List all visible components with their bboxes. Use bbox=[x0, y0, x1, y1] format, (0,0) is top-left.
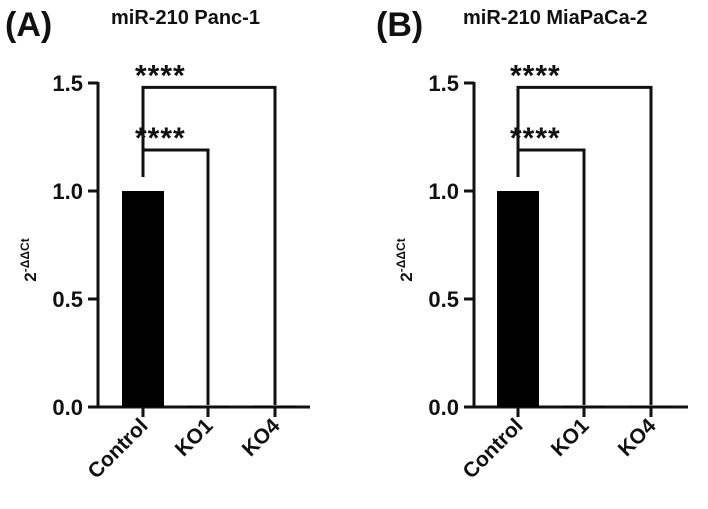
significance-bracket bbox=[141, 85, 277, 405]
chart-title: miR-210 MiaPaCa-2 bbox=[463, 7, 648, 29]
x-tick-label: KO4 bbox=[614, 414, 661, 461]
y-tick-label: 0.5 bbox=[52, 287, 83, 312]
chart-panel-b: (B) miR-210 MiaPaCa-2 0.0 0.5 1.0 1.5 2-ΔΔCt Co… bbox=[376, 6, 688, 483]
bar-ko1 bbox=[563, 405, 605, 407]
significance-label: **** bbox=[510, 59, 561, 92]
y-tick-label: 1.5 bbox=[428, 71, 459, 96]
y-tick-label: 1.0 bbox=[428, 179, 459, 204]
x-tick-label: Control bbox=[458, 414, 527, 483]
bar-control bbox=[122, 191, 164, 407]
y-tick-label: 0.0 bbox=[428, 395, 459, 420]
chart-panel-a: (A) miR-210 Panc-1 0.0 0.5 1.0 1.5 2-ΔΔCt Contr… bbox=[5, 6, 310, 483]
y-tick-label: 1.5 bbox=[52, 71, 83, 96]
bar-control bbox=[497, 191, 539, 407]
panel-label: (B) bbox=[376, 6, 423, 44]
x-tick-label: KO1 bbox=[171, 414, 218, 461]
panel-label: (A) bbox=[5, 6, 52, 44]
significance-bracket bbox=[516, 85, 653, 405]
y-axis-label: 2-ΔΔCt bbox=[394, 238, 416, 281]
bar-ko1 bbox=[187, 405, 229, 407]
y-tick-label: 1.0 bbox=[52, 179, 83, 204]
significance-label: **** bbox=[135, 59, 186, 92]
bar-ko4 bbox=[630, 405, 672, 407]
y-axis-label: 2-ΔΔCt bbox=[18, 238, 40, 281]
bar-ko4 bbox=[254, 405, 296, 407]
x-tick-label: KO4 bbox=[238, 414, 285, 461]
x-tick-label: Control bbox=[83, 414, 152, 483]
chart-title: miR-210 Panc-1 bbox=[111, 7, 260, 29]
x-tick-label: KO1 bbox=[547, 414, 594, 461]
y-tick-label: 0.5 bbox=[428, 287, 459, 312]
y-tick-label: 0.0 bbox=[52, 395, 83, 420]
